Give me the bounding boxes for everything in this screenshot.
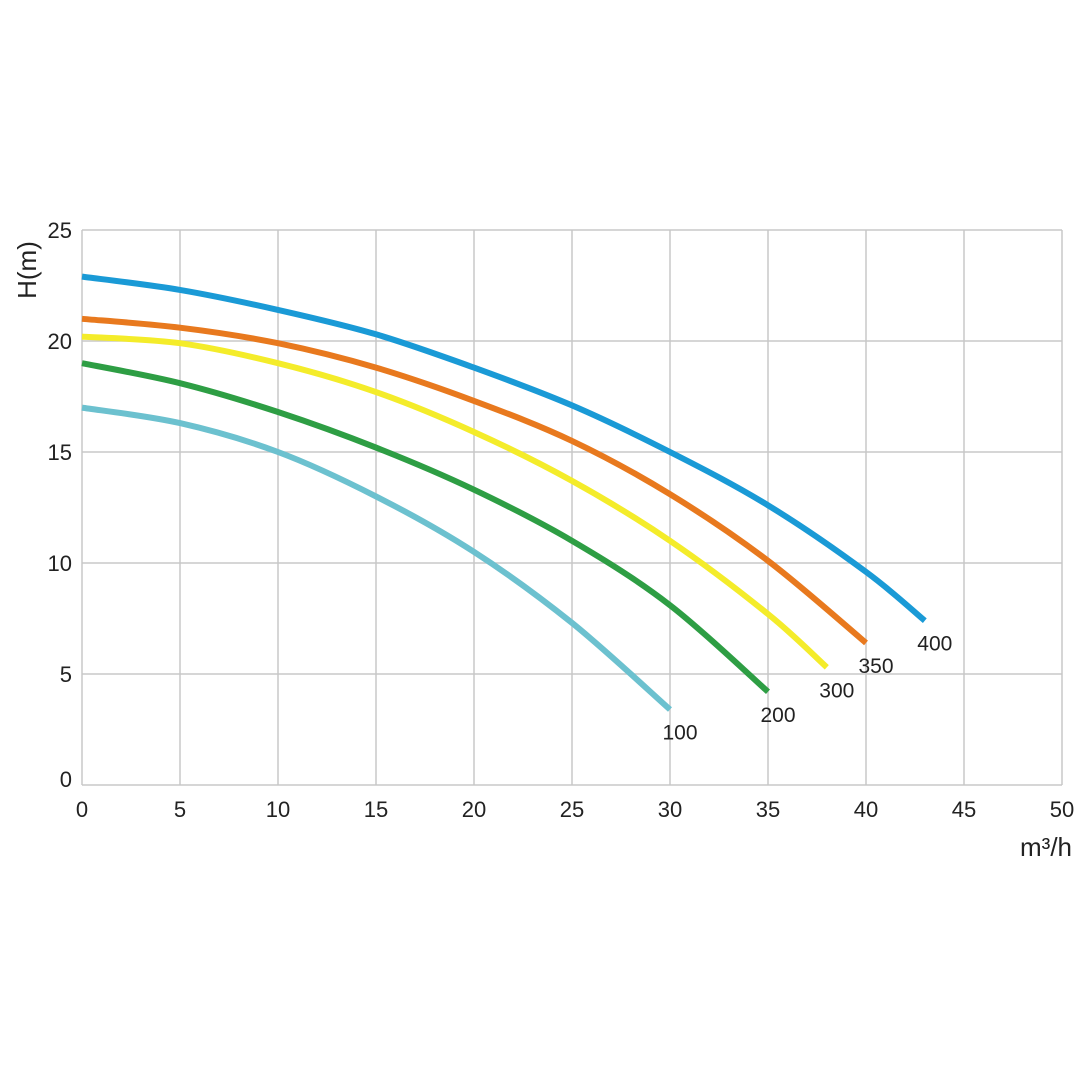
series-line-400 [81, 273, 927, 624]
x-tick-label: 45 [952, 797, 976, 822]
y-axis-ticks: 0 5 10 15 20 25 [48, 218, 72, 792]
x-tick-label: 35 [756, 797, 780, 822]
grid [81, 229, 1063, 786]
x-tick-label: 30 [658, 797, 682, 822]
x-tick-label: 10 [266, 797, 290, 822]
series-label-350: 350 [858, 655, 893, 678]
series-label-400: 400 [917, 633, 952, 656]
x-tick-label: 0 [76, 797, 88, 822]
y-tick-label: 25 [48, 218, 72, 243]
x-tick-label: 20 [462, 797, 486, 822]
series-label-100: 100 [662, 722, 697, 745]
y-tick-label: 15 [48, 440, 72, 465]
y-tick-label: 20 [48, 329, 72, 354]
series-line-350 [81, 315, 868, 646]
series-curves [81, 273, 927, 712]
y-axis-title: H(m) [12, 241, 42, 299]
y-tick-label: 10 [48, 551, 72, 576]
series-line-200 [81, 360, 770, 695]
y-tick-label: 5 [60, 662, 72, 687]
x-tick-label: 25 [560, 797, 584, 822]
x-axis-title: m³/h [1020, 832, 1072, 862]
series-line-100 [81, 404, 672, 712]
x-tick-label: 40 [854, 797, 878, 822]
y-tick-label: 0 [60, 767, 72, 792]
x-tick-label: 5 [174, 797, 186, 822]
x-tick-label: 15 [364, 797, 388, 822]
series-line-300 [81, 333, 829, 670]
series-label-200: 200 [760, 704, 795, 727]
x-tick-label: 50 [1050, 797, 1074, 822]
x-axis-ticks: 0 5 10 15 20 25 30 35 40 45 50 [76, 797, 1074, 822]
series-label-300: 300 [819, 679, 854, 702]
